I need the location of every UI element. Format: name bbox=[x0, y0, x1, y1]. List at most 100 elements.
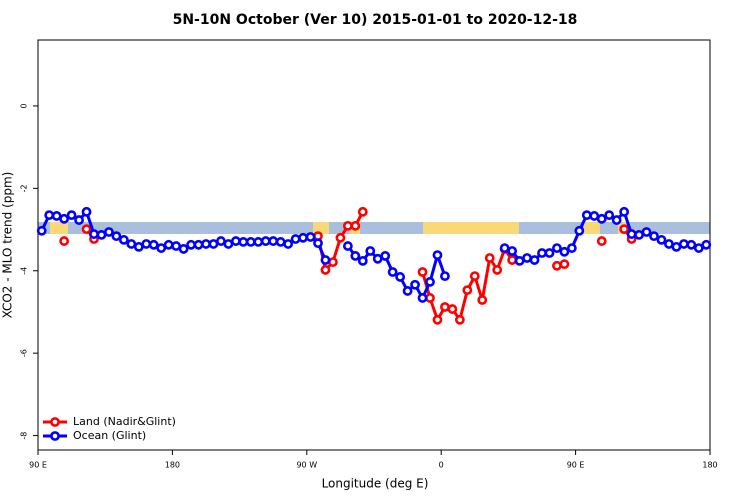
point bbox=[81, 224, 92, 235]
point bbox=[104, 227, 114, 237]
x-tick-label: 90 E bbox=[567, 461, 585, 470]
point bbox=[74, 215, 84, 225]
point bbox=[126, 239, 137, 249]
x-tick-label: 90 E bbox=[29, 461, 47, 470]
point bbox=[320, 265, 331, 275]
y-tick-label: -6 bbox=[20, 349, 29, 357]
point bbox=[462, 285, 473, 296]
point bbox=[552, 243, 562, 253]
point bbox=[387, 267, 398, 277]
y-tick-label: -8 bbox=[20, 432, 29, 440]
point bbox=[357, 206, 368, 217]
point bbox=[89, 229, 99, 239]
point bbox=[357, 255, 368, 266]
point bbox=[230, 236, 241, 246]
point bbox=[559, 259, 570, 270]
point bbox=[268, 236, 279, 246]
point bbox=[163, 239, 174, 250]
land-band bbox=[50, 222, 68, 234]
mask-band bbox=[38, 222, 710, 234]
point bbox=[596, 236, 607, 246]
point bbox=[36, 225, 47, 236]
y-axis-label: XCO2 - MLO trend (ppm) bbox=[1, 172, 15, 319]
point bbox=[432, 314, 443, 325]
legend-label: Ocean (Glint) bbox=[73, 429, 146, 442]
point bbox=[626, 229, 637, 239]
point bbox=[686, 239, 697, 250]
point bbox=[260, 236, 271, 246]
point bbox=[440, 302, 450, 312]
y-tick-label: -4 bbox=[20, 267, 29, 275]
point bbox=[238, 237, 249, 247]
point bbox=[529, 255, 540, 265]
point bbox=[283, 239, 294, 249]
point bbox=[537, 248, 547, 258]
point bbox=[499, 243, 510, 253]
point bbox=[619, 206, 630, 217]
point bbox=[589, 211, 600, 221]
point bbox=[81, 206, 92, 217]
point bbox=[619, 224, 630, 235]
x-tick-label: 180 bbox=[165, 461, 180, 470]
point bbox=[596, 213, 607, 224]
point bbox=[141, 239, 152, 249]
point bbox=[66, 210, 77, 221]
point bbox=[507, 246, 518, 256]
point bbox=[111, 231, 122, 242]
point bbox=[402, 286, 413, 296]
x-tick-label: 0 bbox=[439, 461, 444, 470]
point bbox=[216, 236, 226, 246]
point bbox=[193, 239, 204, 250]
point bbox=[454, 314, 465, 325]
point bbox=[186, 239, 196, 250]
point bbox=[671, 241, 682, 252]
point bbox=[484, 253, 495, 263]
point bbox=[380, 251, 391, 261]
point bbox=[51, 211, 62, 221]
point bbox=[559, 246, 570, 257]
point bbox=[693, 243, 704, 253]
point bbox=[649, 231, 659, 242]
point bbox=[275, 237, 286, 247]
point bbox=[96, 230, 107, 240]
point bbox=[290, 234, 301, 244]
point bbox=[634, 230, 644, 240]
point bbox=[611, 215, 622, 225]
point bbox=[522, 253, 532, 263]
legend-marker bbox=[50, 431, 60, 441]
x-tick-label: 180 bbox=[702, 461, 717, 470]
point bbox=[395, 272, 406, 282]
point bbox=[566, 243, 577, 253]
point bbox=[223, 239, 234, 249]
point bbox=[432, 250, 443, 260]
point bbox=[245, 237, 256, 247]
point bbox=[320, 255, 331, 265]
point bbox=[574, 225, 585, 236]
point bbox=[305, 232, 316, 242]
point bbox=[701, 239, 712, 250]
chart-title: 5N-10N October (Ver 10) 2015-01-01 to 20… bbox=[173, 12, 578, 28]
point bbox=[59, 213, 70, 224]
point bbox=[59, 236, 70, 246]
land-band bbox=[584, 222, 600, 234]
point bbox=[156, 243, 167, 253]
point bbox=[447, 304, 458, 314]
point bbox=[425, 293, 435, 303]
point bbox=[417, 293, 428, 303]
point bbox=[417, 267, 428, 277]
point bbox=[328, 257, 338, 268]
point bbox=[581, 210, 592, 221]
legend-label: Land (Nadir&Glint) bbox=[73, 415, 176, 428]
point bbox=[664, 239, 674, 249]
point bbox=[656, 234, 667, 245]
point bbox=[477, 295, 488, 305]
y-tick-label: -2 bbox=[20, 184, 29, 192]
point bbox=[298, 232, 308, 243]
land-band bbox=[313, 222, 329, 234]
point bbox=[678, 239, 689, 249]
point bbox=[440, 271, 450, 282]
point bbox=[178, 244, 189, 254]
land-band bbox=[423, 222, 519, 234]
point bbox=[514, 255, 525, 266]
